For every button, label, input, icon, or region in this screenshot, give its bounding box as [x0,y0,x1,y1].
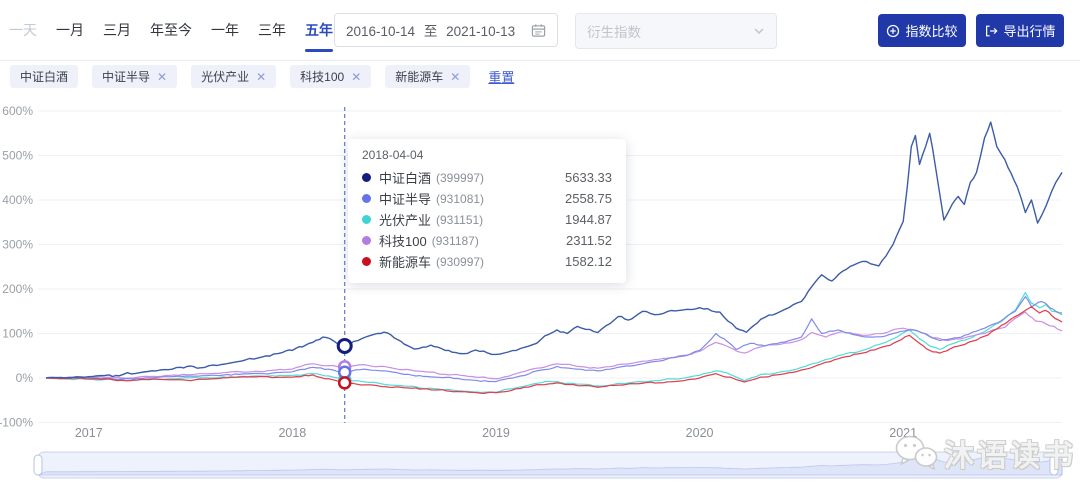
select-placeholder: 衍生指数 [587,25,641,40]
tooltip-row: 科技100 (931187) 2311.52 [362,230,612,251]
y-axis-label: 400% [2,193,33,207]
date-range-text: 2016-10-14 至 2021-10-13 [346,24,516,39]
x-axis-label: 2018 [278,426,306,440]
y-axis-label: 600% [2,104,33,118]
series-line-931151 [45,292,1063,394]
tooltip-series-value: 1582.12 [565,254,612,269]
tooltip-series-name: 中证白酒 [379,171,432,186]
index-tag-label: 中证半导 [102,70,151,84]
datazoom-left-handle[interactable] [33,454,43,476]
tooltip-series-code: (931187) [431,233,479,248]
toolbar: 一天 一月 三月 年至今 一年 三年 五年 2016-10-14 至 2021-10-13 … [0,0,1080,61]
export-icon [986,25,999,36]
series-dot-icon [362,236,371,245]
tab-range-5[interactable]: 三年 [258,22,286,38]
series-line-930997 [45,306,1063,395]
y-axis-label: -100% [0,416,33,430]
datazoom-right-handle[interactable] [1049,454,1059,476]
tooltip-row: 新能源车 (930997) 1582.12 [362,251,612,272]
time-range-tabs: 一天 一月 三月 年至今 一年 三年 五年 [8,0,334,60]
index-tag-label: 科技100 [300,70,345,84]
tooltip-date: 2018-04-04 [362,148,424,162]
series-line-931081 [45,296,1063,383]
plus-circle-icon [887,24,900,37]
series-dot-icon [362,257,371,266]
tooltip-series-code: (930997) [436,254,485,269]
tooltip-series-name: 新能源车 [379,255,432,270]
tab-range-3[interactable]: 年至今 [150,22,192,38]
tab-range-4[interactable]: 一年 [211,22,239,38]
tooltip-series-value: 2311.52 [565,233,612,248]
y-axis-label: 300% [2,238,33,252]
index-tag: 中证半导 ✕ [92,65,178,88]
tooltip-series-name: 科技100 [379,234,427,249]
series-dot-icon [362,173,371,182]
series-line-931187 [45,311,1063,380]
derivative-index-select[interactable]: 衍生指数 [575,13,777,49]
index-tag: 光伏产业 ✕ [191,65,277,88]
tag-close-icon[interactable]: ✕ [450,69,461,84]
x-axis-label: 2017 [75,426,103,440]
tooltip-series-code: (399997) [436,170,485,185]
crosshair-marker-930997 [337,376,352,390]
tag-close-icon[interactable]: ✕ [157,69,168,84]
tag-close-icon[interactable]: ✕ [351,69,362,84]
index-tag: 科技100 ✕ [290,65,372,88]
index-compare-button[interactable]: 指数比较 [878,14,966,47]
export-quotes-button[interactable]: 导出行情 [976,14,1064,47]
tooltip-series-code: (931151) [436,212,484,227]
tab-range-6[interactable]: 五年 [304,0,334,61]
y-axis-label: 200% [2,282,33,296]
y-axis-label: 100% [2,327,33,341]
tab-range-0[interactable]: 一天 [9,22,37,38]
series-dot-icon [362,215,371,224]
tooltip-series-name: 光伏产业 [379,213,432,228]
series-dot-icon [362,194,371,203]
chart-tooltip: 2018-04-04 中证白酒 (399997) 5633.33 中证半导 (93108… [348,139,626,283]
index-tag-label: 新能源车 [395,70,444,84]
x-axis-label: 2020 [686,426,714,440]
series-line-399997 [45,121,1063,379]
crosshair-marker-931081 [337,365,352,379]
tooltip-series-value: 5633.33 [565,170,612,185]
date-range-input[interactable]: 2016-10-14 至 2021-10-13 [334,13,558,47]
reset-link[interactable]: 重置 [488,70,515,85]
calendar-icon[interactable] [531,23,546,38]
tooltip-row: 中证半导 (931081) 2558.75 [362,188,612,209]
y-axis-label: 0% [16,371,34,385]
tooltip-series-value: 1944.87 [565,212,612,227]
crosshair-marker-399997 [336,337,353,354]
tooltip-series-code: (931081) [436,191,485,206]
index-tag-bar: 中证白酒 中证半导 ✕ 光伏产业 ✕ 科技100 ✕ 新能源车 ✕ 重置 [10,61,514,92]
tooltip-series-value: 2558.75 [565,191,612,206]
index-tag: 新能源车 ✕ [385,65,471,88]
tab-range-2[interactable]: 三月 [103,22,131,38]
tooltip-row: 光伏产业 (931151) 1944.87 [362,209,612,230]
tag-close-icon[interactable]: ✕ [256,69,267,84]
tooltip-series-name: 中证半导 [379,192,432,207]
index-tag-label: 中证白酒 [20,70,69,84]
tab-range-1[interactable]: 一月 [56,22,84,38]
index-tag: 中证白酒 [10,65,79,88]
chevron-down-icon [753,25,765,37]
x-axis-label: 2021 [889,426,917,440]
y-axis-label: 500% [2,149,33,163]
index-tag-label: 光伏产业 [201,70,250,84]
tooltip-row: 中证白酒 (399997) 5633.33 [362,167,612,188]
x-axis-label: 2019 [482,426,510,440]
